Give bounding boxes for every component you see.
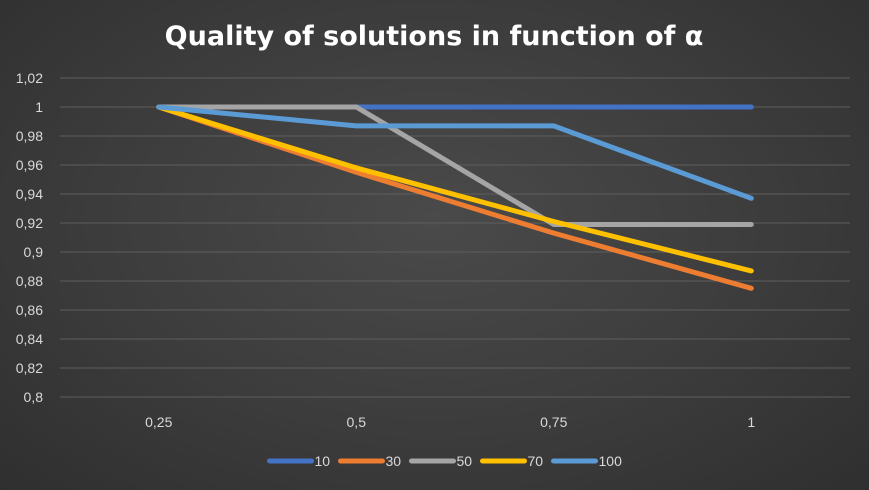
y-tick-label: 0,84: [16, 331, 43, 347]
series-line-100: [156, 104, 754, 201]
y-tick-label: 0,94: [16, 186, 43, 202]
x-axis-tick-labels: 0,25 0,5 0,75 1: [145, 414, 755, 430]
y-axis-tick-labels: 0,8 0,82 0,84 0,86 0,88 0,9 0,92 0,94 0,96 0,98 1 1…: [16, 70, 43, 405]
x-tick-label: 1: [747, 414, 755, 430]
y-tick-label: 1,02: [16, 70, 43, 86]
y-tick-label: 0,86: [16, 302, 43, 318]
legend: 10 30 50 70 100: [267, 453, 623, 469]
y-tick-label: 0,96: [16, 157, 43, 173]
chart-title: Quality of solutions in function of α: [165, 21, 704, 52]
y-tick-label: 0,9: [24, 244, 44, 260]
x-tick-label: 0,25: [145, 414, 172, 430]
y-tick-label: 1: [35, 99, 43, 115]
legend-label-70: 70: [528, 453, 544, 469]
series-line-50: [156, 104, 754, 227]
legend-label-30: 30: [386, 453, 402, 469]
y-tick-label: 0,8: [24, 389, 44, 405]
y-tick-label: 0,82: [16, 360, 43, 376]
x-tick-label: 0,5: [347, 414, 367, 430]
y-tick-label: 0,98: [16, 128, 43, 144]
series-lines: [156, 104, 754, 291]
legend-label-100: 100: [599, 453, 623, 469]
legend-label-10: 10: [315, 453, 331, 469]
legend-label-50: 50: [457, 453, 473, 469]
y-tick-label: 0,88: [16, 273, 43, 289]
series-line-70: [156, 104, 754, 274]
y-tick-label: 0,92: [16, 215, 43, 231]
x-tick-label: 0,75: [540, 414, 567, 430]
